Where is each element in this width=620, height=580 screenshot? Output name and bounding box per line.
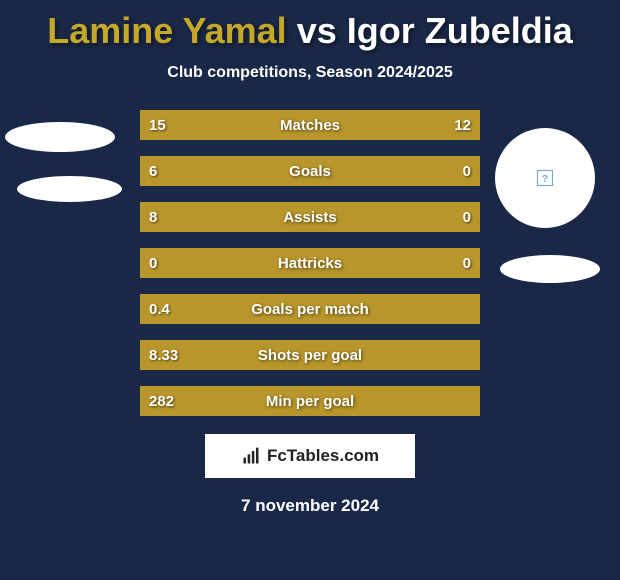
stat-value-left: 8.33 xyxy=(149,347,178,364)
player2-name: Igor Zubeldia xyxy=(347,10,573,51)
subtitle: Club competitions, Season 2024/2025 xyxy=(0,64,620,82)
stat-value-right: 12 xyxy=(454,117,471,134)
stat-label: Matches xyxy=(280,117,340,134)
decoration-ellipse xyxy=(17,176,122,202)
comparison-title: Lamine Yamal vs Igor Zubeldia xyxy=(0,0,620,52)
stat-row: 0 Hattricks 0 xyxy=(140,248,480,278)
player-image-placeholder: ? xyxy=(495,128,595,228)
bar-chart-icon xyxy=(241,446,261,466)
stat-value-left: 15 xyxy=(149,117,166,134)
stat-label: Min per goal xyxy=(266,393,354,410)
stat-bar-left xyxy=(141,203,405,231)
stat-value-left: 8 xyxy=(149,209,157,226)
stat-value-left: 0 xyxy=(149,255,157,272)
stat-row: 8 Assists 0 xyxy=(140,202,480,232)
stat-row: 8.33 Shots per goal xyxy=(140,340,480,370)
svg-text:?: ? xyxy=(542,173,548,185)
decoration-ellipse xyxy=(5,122,115,152)
stat-value-left: 282 xyxy=(149,393,174,410)
stat-row: 6 Goals 0 xyxy=(140,156,480,186)
badge-text: FcTables.com xyxy=(267,446,379,466)
stats-container: 15 Matches 12 6 Goals 0 8 Assists 0 0 Hattricks 0 0.… xyxy=(140,110,480,416)
stat-label: Shots per goal xyxy=(258,347,362,364)
stat-row: 282 Min per goal xyxy=(140,386,480,416)
stat-bar-left xyxy=(141,157,405,185)
stat-row: 15 Matches 12 xyxy=(140,110,480,140)
vs-text: vs xyxy=(297,10,337,51)
stat-value-right: 0 xyxy=(463,255,471,272)
date: 7 november 2024 xyxy=(0,496,620,516)
decoration-ellipse xyxy=(500,255,600,283)
stat-label: Goals per match xyxy=(251,301,369,318)
stat-value-right: 0 xyxy=(463,163,471,180)
stat-label: Goals xyxy=(289,163,331,180)
stat-row: 0.4 Goals per match xyxy=(140,294,480,324)
missing-image-icon: ? xyxy=(536,169,554,187)
player1-name: Lamine Yamal xyxy=(47,10,286,51)
stat-value-left: 0.4 xyxy=(149,301,170,318)
stat-label: Assists xyxy=(283,209,336,226)
stat-value-right: 0 xyxy=(463,209,471,226)
stat-label: Hattricks xyxy=(278,255,342,272)
site-badge: FcTables.com xyxy=(205,434,415,478)
stat-value-left: 6 xyxy=(149,163,157,180)
